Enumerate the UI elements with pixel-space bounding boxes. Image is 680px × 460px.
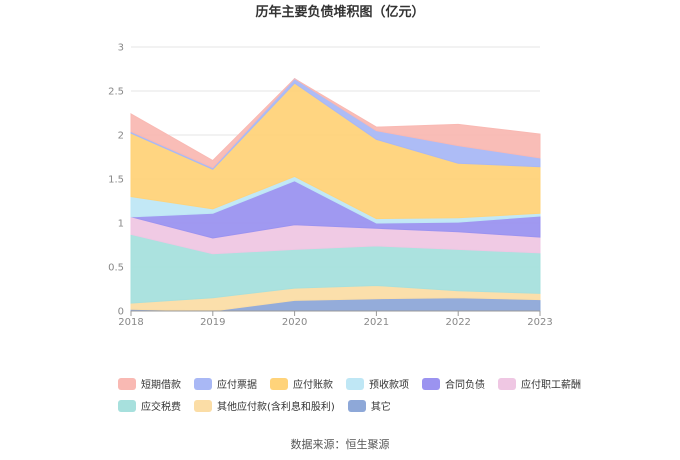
y-tick-label: 1 (118, 219, 124, 230)
legend-swatch (118, 399, 136, 412)
y-tick-label: 0 (118, 307, 124, 318)
legend-item[interactable]: 合同负债 (422, 376, 485, 391)
legend-item[interactable]: 应付账款 (270, 376, 333, 391)
legend-swatch (270, 377, 288, 390)
x-tick-label: 2023 (527, 317, 552, 328)
legend-swatch (422, 377, 440, 390)
x-tick-label: 2022 (445, 317, 470, 328)
legend-item[interactable]: 应付票据 (194, 376, 257, 391)
area-series-8 (130, 78, 541, 169)
x-tick-label: 2021 (364, 317, 389, 328)
legend-row: 短期借款 应付票据 应付账款 预收款项 合同负债 应付职工薪酬 (118, 376, 581, 391)
legend-label: 应付票据 (217, 380, 257, 391)
legend-item[interactable]: 应交税费 (118, 398, 181, 413)
legend-swatch (194, 399, 212, 412)
legend-item[interactable]: 其它 (347, 398, 391, 413)
data-source-note: 数据来源：恒生聚源 (290, 438, 390, 451)
legend-item[interactable]: 预收款项 (346, 376, 409, 391)
y-tick-label: 0.5 (108, 263, 124, 274)
x-tick-label: 2019 (200, 317, 225, 328)
legend-item[interactable]: 短期借款 (118, 376, 181, 391)
legend-item[interactable]: 其他应付款(含利息和股利) (194, 398, 335, 413)
legend-label: 合同负债 (445, 380, 485, 391)
legend-row: 应交税费 其他应付款(含利息和股利) 其它 (118, 398, 578, 413)
chart-title: 历年主要负债堆积图（亿元） (255, 4, 424, 20)
axes: 0 0.5 1 1.5 2 2.5 3 2018 2019 2020 2021 2022 2023 (108, 43, 553, 329)
legend-swatch (346, 377, 364, 390)
legend-swatch (194, 377, 212, 390)
legend-label: 应付账款 (293, 380, 333, 391)
legend-item[interactable]: 应付职工薪酬 (498, 376, 581, 391)
legend-swatch (347, 399, 366, 412)
y-tick-label: 2.5 (108, 87, 124, 98)
legend-label: 短期借款 (141, 380, 181, 391)
legend-label: 其它 (370, 402, 391, 413)
y-tick-label: 2 (118, 131, 124, 142)
x-tick-label: 2018 (118, 317, 143, 328)
legend-label: 其他应付款(含利息和股利) (217, 402, 335, 413)
legend-swatch (498, 377, 516, 390)
chart-legend: 短期借款 应付票据 应付账款 预收款项 合同负债 应付职工薪酬 应交税费 其他应付款(含利息… (118, 376, 581, 420)
legend-swatch (118, 377, 136, 390)
y-tick-label: 1.5 (108, 175, 124, 186)
legend-label: 预收款项 (369, 380, 409, 391)
legend-label: 应付职工薪酬 (521, 380, 581, 391)
legend-label: 应交税费 (141, 402, 181, 413)
x-tick-label: 2020 (282, 317, 307, 328)
area-series (130, 78, 541, 312)
y-tick-label: 3 (118, 43, 124, 54)
